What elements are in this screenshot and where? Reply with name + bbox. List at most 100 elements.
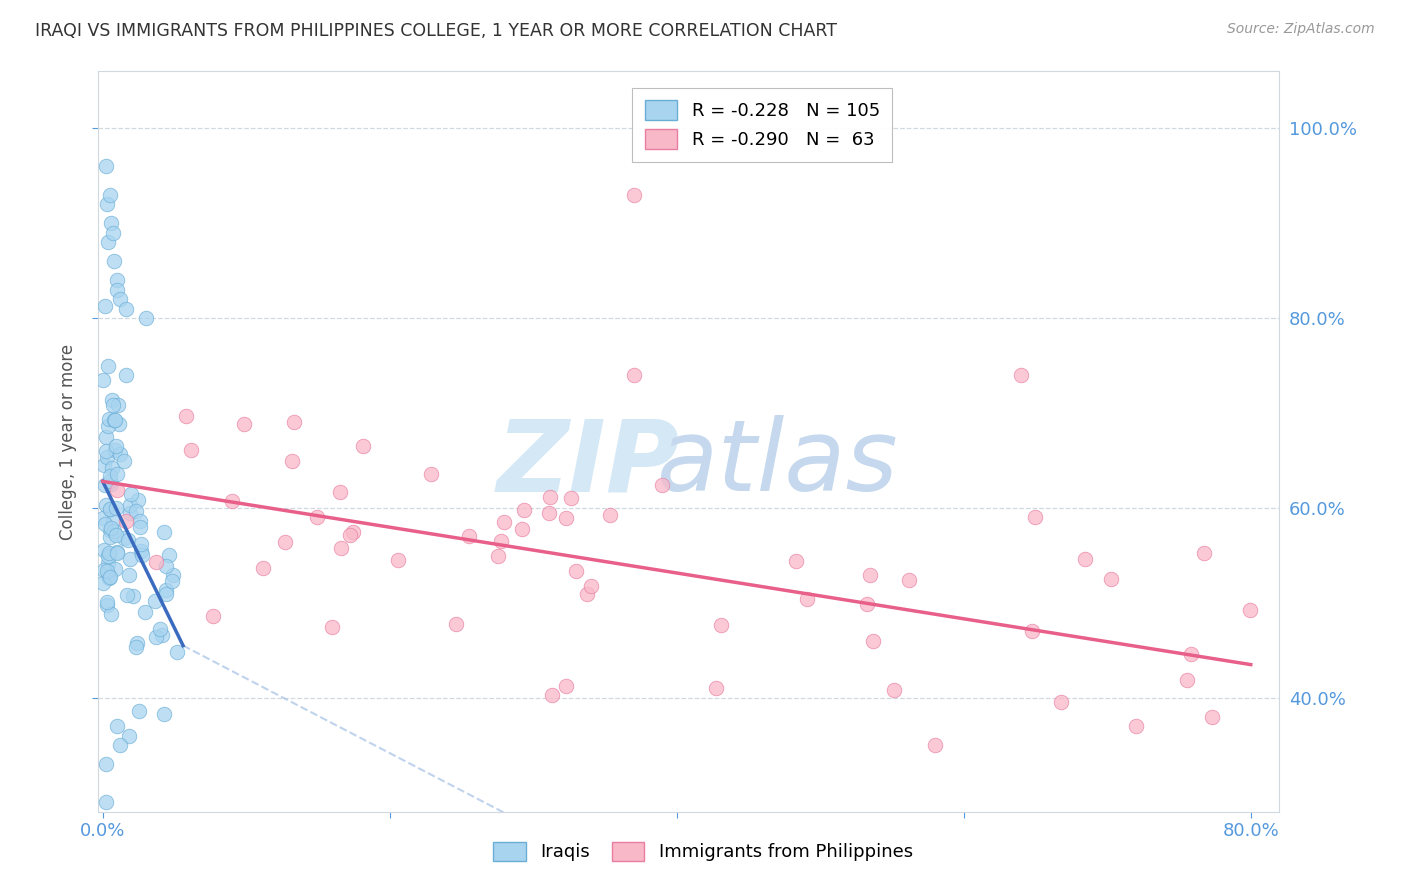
Point (105, 719, 128, 733)
Point (104, 442, 127, 457)
Point (1010, 368, 1032, 383)
Point (321, 620, 343, 634)
Point (155, 587, 177, 601)
Point (160, 574, 183, 588)
Point (93, 373, 115, 387)
Point (94, 430, 117, 444)
Point (579, 578, 602, 592)
Point (120, 487, 142, 501)
Point (112, 454, 135, 468)
Point (94, 795, 117, 809)
Point (274, 535, 297, 549)
Point (560, 491, 582, 506)
Point (103, 514, 125, 528)
Point (565, 564, 588, 578)
Point (98, 530, 121, 544)
Point (387, 552, 409, 566)
Point (120, 506, 142, 520)
Point (105, 545, 128, 559)
Point (494, 515, 516, 529)
Legend: Iraqis, Immigrants from Philippines: Iraqis, Immigrants from Philippines (482, 830, 924, 872)
Point (420, 467, 443, 481)
Point (93, 543, 115, 558)
Point (127, 636, 149, 650)
Point (125, 640, 148, 655)
Point (166, 645, 188, 659)
Point (120, 499, 142, 513)
Point (129, 544, 152, 558)
Point (153, 706, 176, 721)
Point (1239, 603, 1261, 617)
Text: atlas: atlas (657, 416, 898, 512)
Point (117, 588, 139, 602)
Point (94, 517, 117, 532)
Point (162, 567, 184, 582)
Point (96, 197, 118, 211)
Point (100, 502, 122, 516)
Point (117, 533, 139, 547)
Point (129, 537, 152, 551)
Point (107, 398, 129, 412)
Point (114, 368, 136, 382)
Point (105, 283, 128, 297)
Point (98, 523, 121, 537)
Point (96, 498, 118, 512)
Point (108, 292, 131, 306)
Point (114, 514, 136, 528)
Point (538, 490, 561, 504)
Point (100, 607, 122, 621)
Point (1021, 624, 1043, 639)
Text: IRAQI VS IMMIGRANTS FROM PHILIPPINES COLLEGE, 1 YEAR OR MORE CORRELATION CHART: IRAQI VS IMMIGRANTS FROM PHILIPPINES COL… (35, 22, 837, 40)
Legend: R = -0.228   N = 105, R = -0.290   N =  63: R = -0.228 N = 105, R = -0.290 N = 63 (633, 87, 893, 161)
Point (96, 594, 118, 608)
Point (513, 503, 536, 517)
Point (898, 573, 921, 587)
Point (114, 301, 136, 316)
Point (305, 509, 328, 524)
Point (98, 412, 121, 426)
Point (143, 594, 166, 608)
Point (131, 548, 153, 562)
Point (1074, 552, 1097, 566)
Point (108, 739, 131, 753)
Point (252, 561, 274, 575)
Point (97, 566, 120, 581)
Point (883, 683, 905, 698)
Point (537, 506, 560, 520)
Point (510, 522, 533, 536)
Point (491, 534, 513, 549)
Point (93, 576, 115, 591)
Point (651, 477, 673, 491)
Point (93, 563, 115, 577)
Point (575, 587, 598, 601)
Point (127, 493, 149, 508)
Point (96, 450, 118, 465)
Point (98, 468, 121, 483)
Point (104, 439, 127, 453)
Point (1180, 648, 1202, 662)
Point (98, 474, 121, 488)
Point (105, 527, 128, 541)
Point (101, 398, 124, 412)
Point (112, 532, 135, 546)
Point (118, 567, 141, 582)
Point (599, 508, 621, 523)
Point (329, 485, 352, 500)
Point (180, 443, 202, 458)
Point (100, 477, 122, 491)
Point (145, 555, 167, 569)
Point (118, 551, 141, 566)
Point (153, 525, 176, 540)
Point (98, 569, 121, 583)
Point (1192, 546, 1215, 560)
Point (710, 617, 733, 632)
Point (107, 417, 129, 431)
Point (541, 688, 564, 702)
Point (201, 609, 224, 624)
Point (1099, 572, 1122, 586)
Point (97, 556, 120, 570)
Point (924, 739, 946, 753)
Point (859, 567, 882, 582)
Point (150, 628, 173, 642)
Point (105, 545, 128, 559)
